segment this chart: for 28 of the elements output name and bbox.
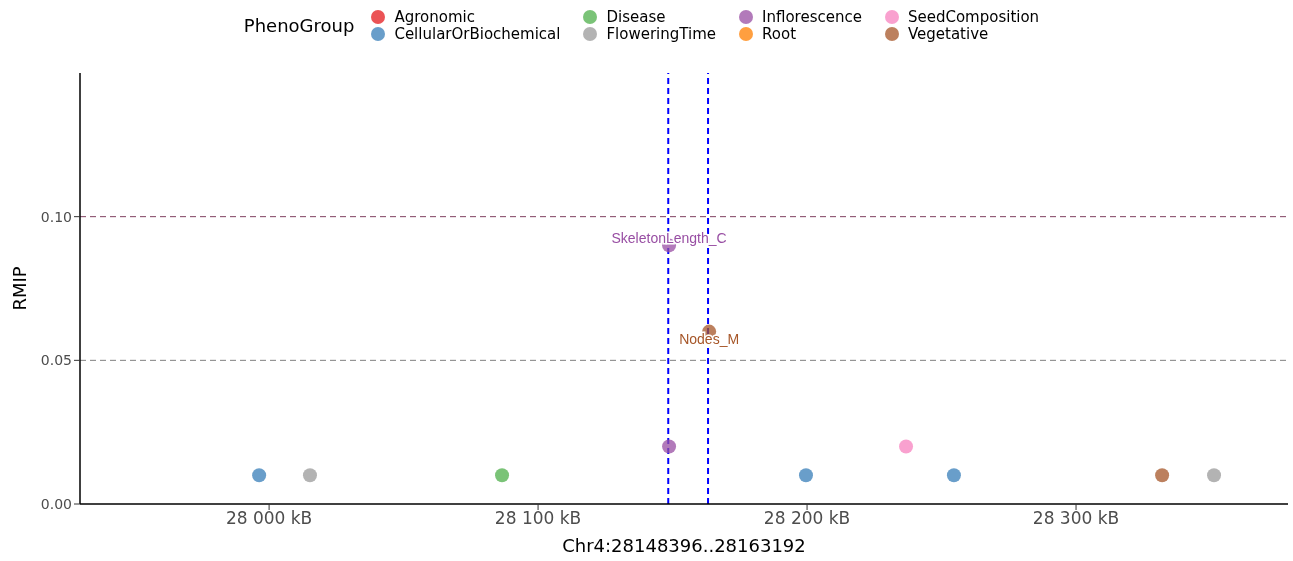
y-axis-title: RMIP — [9, 266, 31, 311]
annotation: SkeletonLength_C — [611, 230, 727, 247]
x-tick-label: 28 000 kB — [225, 508, 313, 529]
legend-label: FloweringTime — [606, 24, 717, 43]
point — [899, 439, 914, 454]
legend-label: CellularOrBiochemical — [394, 24, 561, 43]
point — [1207, 468, 1222, 483]
legend-label: SeedComposition — [907, 7, 1040, 26]
point — [302, 468, 317, 483]
y-tick-label: 0.10 — [40, 208, 72, 225]
legend-label: Disease — [606, 7, 666, 26]
legend-label: Root — [762, 24, 797, 43]
point — [662, 439, 677, 454]
legend-label: Vegetative — [907, 24, 989, 43]
y-tick-label: 0.05 — [40, 352, 72, 369]
point — [1155, 468, 1170, 483]
y-tick-label: 0.00 — [40, 495, 72, 512]
x-axis-title: Chr4:28148396..28163192 — [562, 535, 806, 556]
x-tick-label: 28 300 kB — [1032, 508, 1120, 529]
point — [946, 468, 961, 483]
point — [495, 468, 510, 483]
legend-title: PhenoGroup — [243, 14, 355, 36]
x-tick-label: 28 100 kB — [494, 508, 582, 529]
x-tick-label: 28 200 kB — [763, 508, 851, 529]
point — [798, 468, 813, 483]
legend-label: Agronomic — [394, 7, 475, 26]
legend-label: Inflorescence — [762, 7, 862, 26]
point — [252, 468, 267, 483]
